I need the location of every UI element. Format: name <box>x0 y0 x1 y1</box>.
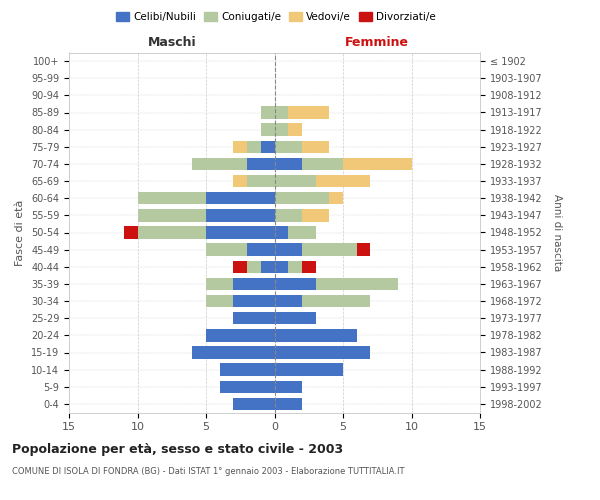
Bar <box>137 192 206 204</box>
Bar <box>206 278 233 290</box>
Bar <box>275 260 288 273</box>
Bar <box>275 192 329 204</box>
Bar <box>206 209 275 222</box>
Bar <box>275 158 302 170</box>
Bar <box>233 260 247 273</box>
Bar <box>247 260 261 273</box>
Bar <box>247 175 275 187</box>
Bar <box>302 244 356 256</box>
Bar <box>275 312 316 324</box>
Bar <box>302 260 316 273</box>
Legend: Celibi/Nubili, Coniugati/e, Vedovi/e, Divorziati/e: Celibi/Nubili, Coniugati/e, Vedovi/e, Di… <box>112 8 440 26</box>
Bar <box>206 329 275 342</box>
Bar <box>275 346 370 358</box>
Y-axis label: Fasce di età: Fasce di età <box>16 200 25 266</box>
Bar <box>275 140 302 153</box>
Bar <box>288 260 302 273</box>
Bar <box>193 158 247 170</box>
Bar <box>233 278 275 290</box>
Bar <box>206 244 247 256</box>
Bar <box>302 209 329 222</box>
Bar <box>124 226 137 238</box>
Bar <box>356 244 370 256</box>
Bar <box>233 140 247 153</box>
Text: Femmine: Femmine <box>345 36 409 49</box>
Bar <box>193 346 275 358</box>
Bar <box>329 192 343 204</box>
Bar <box>275 244 302 256</box>
Bar <box>275 226 288 238</box>
Bar <box>206 192 275 204</box>
Bar <box>261 124 275 136</box>
Bar <box>233 312 275 324</box>
Bar <box>275 398 302 410</box>
Bar <box>261 106 275 118</box>
Bar <box>247 158 275 170</box>
Bar <box>288 106 329 118</box>
Bar <box>233 175 247 187</box>
Bar <box>220 380 275 393</box>
Bar <box>261 260 275 273</box>
Bar <box>275 278 316 290</box>
Bar <box>247 244 275 256</box>
Text: COMUNE DI ISOLA DI FONDRA (BG) - Dati ISTAT 1° gennaio 2003 - Elaborazione TUTTI: COMUNE DI ISOLA DI FONDRA (BG) - Dati IS… <box>12 468 404 476</box>
Bar <box>275 106 288 118</box>
Bar <box>137 226 206 238</box>
Text: Popolazione per età, sesso e stato civile - 2003: Popolazione per età, sesso e stato civil… <box>12 442 343 456</box>
Bar <box>275 175 316 187</box>
Bar <box>206 295 233 307</box>
Bar <box>275 364 343 376</box>
Bar <box>261 140 275 153</box>
Bar <box>275 380 302 393</box>
Bar <box>288 226 316 238</box>
Bar <box>302 295 370 307</box>
Bar <box>343 158 412 170</box>
Bar <box>275 295 302 307</box>
Bar <box>316 175 370 187</box>
Bar <box>137 209 206 222</box>
Bar <box>233 398 275 410</box>
Bar <box>275 209 302 222</box>
Bar <box>302 158 343 170</box>
Bar <box>275 329 356 342</box>
Bar <box>316 278 398 290</box>
Y-axis label: Anni di nascita: Anni di nascita <box>552 194 562 271</box>
Bar <box>220 364 275 376</box>
Bar <box>302 140 329 153</box>
Bar <box>247 140 261 153</box>
Bar <box>275 124 288 136</box>
Bar <box>288 124 302 136</box>
Text: Maschi: Maschi <box>148 36 196 49</box>
Bar <box>233 295 275 307</box>
Bar <box>206 226 275 238</box>
